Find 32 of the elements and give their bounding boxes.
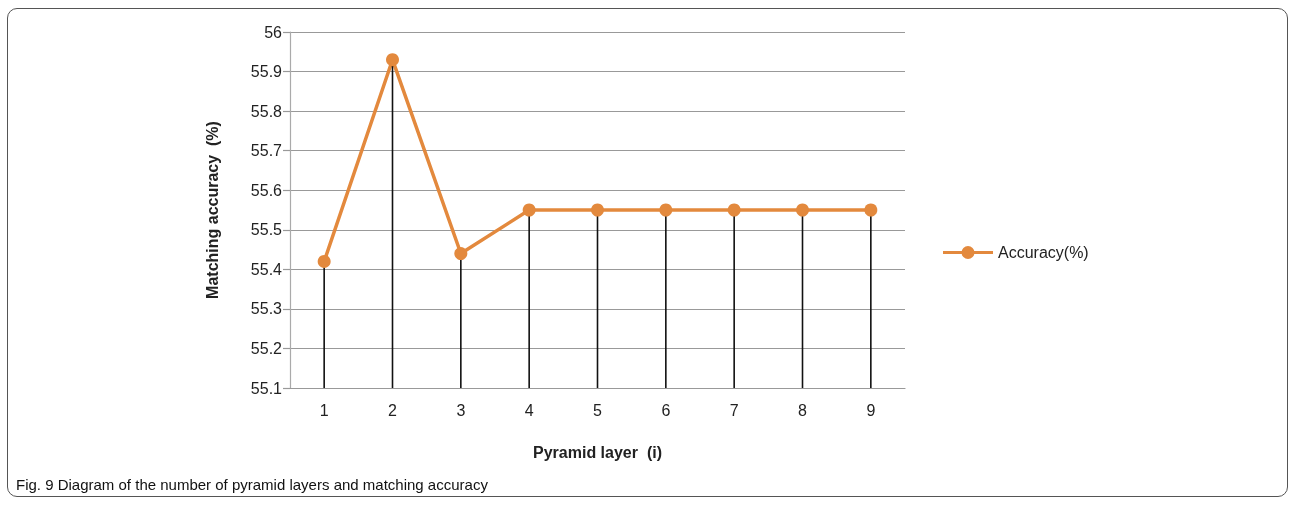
x-axis-title: Pyramid layer (i) (533, 443, 662, 461)
x-tick-label: 5 (593, 401, 603, 419)
point (317, 254, 331, 268)
y-axis-title: Matching accuracy (%) (203, 121, 221, 299)
y-tick-label: 55.2 (250, 339, 283, 357)
point (796, 203, 809, 217)
y-tick-label: 55.5 (250, 221, 283, 239)
x-tick-label: 9 (866, 401, 876, 419)
point (522, 203, 536, 217)
point (727, 203, 741, 217)
point (591, 203, 604, 217)
x-tick-label: 3 (456, 401, 466, 419)
x-tick-label: 6 (661, 401, 671, 419)
y-tick-label: 55.1 (250, 379, 283, 397)
point (864, 203, 878, 217)
x-tick-label: 7 (729, 401, 739, 419)
legend-label: Accuracy(%) (998, 244, 1089, 261)
x-tick-label: 1 (319, 401, 329, 419)
y-tick-label: 55.8 (250, 102, 283, 120)
point (454, 247, 468, 261)
y-tick-label: 55.6 (250, 181, 283, 199)
x-tick-label: 8 (798, 401, 808, 419)
y-tick-label: 55.9 (250, 63, 283, 81)
y-tick-label: 55.3 (250, 300, 283, 318)
y-tick-label: 55.4 (250, 260, 283, 278)
point (659, 203, 673, 217)
x-tick-label: 4 (524, 401, 534, 419)
point (386, 53, 399, 67)
caption: Fig. 9 Diagram of the number of pyramid layers and matching accuracy (16, 476, 488, 493)
y-tick-label: 55.7 (250, 142, 283, 160)
y-tick-label: 56 (264, 23, 283, 41)
x-tick-label: 2 (388, 401, 398, 419)
